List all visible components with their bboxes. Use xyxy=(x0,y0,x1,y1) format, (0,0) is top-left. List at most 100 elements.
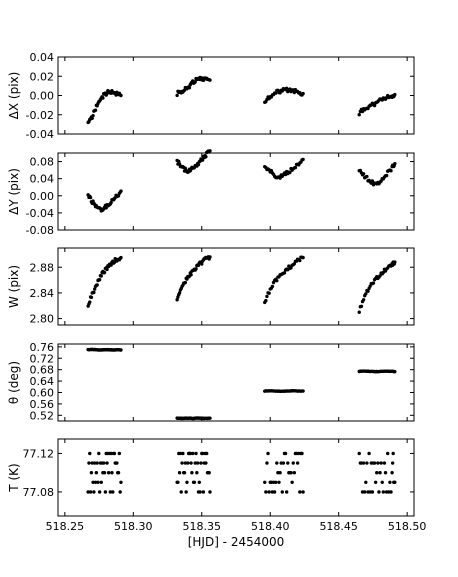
data-point-t xyxy=(275,461,279,465)
data-point-t xyxy=(90,461,94,465)
data-point-t xyxy=(391,451,395,456)
data-point-t xyxy=(284,490,289,494)
data-point-t xyxy=(197,480,201,485)
data-point-t xyxy=(301,490,305,494)
xtick-label: 518.40 xyxy=(251,520,290,533)
data-point-dx xyxy=(175,93,179,98)
data-point-t xyxy=(179,490,183,494)
data-point-t xyxy=(364,480,368,485)
data-point-t xyxy=(97,490,102,494)
data-point-t xyxy=(116,470,121,475)
data-point-t xyxy=(102,461,106,465)
data-point-w xyxy=(183,280,188,285)
data-point-t xyxy=(200,451,205,456)
data-point-t xyxy=(198,490,202,494)
data-point-w xyxy=(93,287,97,291)
data-point-t xyxy=(186,461,190,465)
ytick-label-t: 77.12 xyxy=(23,447,55,460)
data-point-t xyxy=(390,461,395,465)
data-point-w xyxy=(393,260,397,264)
data-point-t xyxy=(95,461,99,465)
data-point-t xyxy=(102,470,107,475)
data-point-dy xyxy=(208,149,212,153)
data-point-w xyxy=(264,298,268,303)
data-point-t xyxy=(378,470,382,475)
data-point-w xyxy=(105,267,109,272)
data-point-t xyxy=(295,461,300,465)
data-point-t xyxy=(300,451,304,456)
data-point-t xyxy=(108,490,113,494)
data-point-w xyxy=(102,270,107,275)
data-point-dx xyxy=(372,103,377,108)
data-point-t xyxy=(286,461,290,465)
ytick-label-theta: 0.56 xyxy=(30,398,55,411)
data-point-t xyxy=(207,470,211,475)
data-point-t xyxy=(281,461,286,465)
ylabel-theta: θ (deg) xyxy=(7,361,21,404)
ytick-label-dx: 0.00 xyxy=(30,90,55,103)
data-point-t xyxy=(280,490,284,494)
data-point-t xyxy=(266,451,270,456)
data-point-w xyxy=(88,300,92,304)
xtick-label: 518.35 xyxy=(183,520,222,533)
data-point-w xyxy=(366,289,370,293)
ylabel-dy: ΔY (pix) xyxy=(7,168,21,215)
data-point-w xyxy=(175,298,179,302)
data-point-theta xyxy=(119,348,123,352)
data-point-t xyxy=(185,480,189,485)
data-point-dy xyxy=(389,169,393,173)
data-point-t xyxy=(180,461,184,465)
data-point-dy xyxy=(200,158,205,162)
data-point-dy xyxy=(88,195,93,200)
data-point-t xyxy=(111,490,115,494)
data-point-w xyxy=(361,298,366,302)
data-point-w xyxy=(119,255,123,260)
data-point-t xyxy=(86,490,90,494)
data-point-t xyxy=(176,480,180,485)
data-point-theta xyxy=(208,416,212,420)
data-point-theta xyxy=(393,369,397,374)
data-point-t xyxy=(382,461,387,465)
data-point-w xyxy=(359,304,364,309)
xlabel: [HJD] - 2454000 xyxy=(188,535,285,549)
data-point-t xyxy=(193,461,197,465)
data-point-t xyxy=(367,451,371,456)
ytick-label-dx: -0.04 xyxy=(26,128,54,141)
data-point-t xyxy=(96,480,100,485)
data-point-w xyxy=(92,290,96,295)
data-point-w xyxy=(267,291,271,295)
data-point-w xyxy=(99,274,103,278)
ytick-label-dy: 0.00 xyxy=(30,190,55,203)
ytick-label-theta: 0.64 xyxy=(30,375,55,388)
data-point-w xyxy=(298,258,302,263)
data-point-t xyxy=(289,470,293,475)
data-point-w xyxy=(194,267,198,271)
ytick-label-w: 2.88 xyxy=(30,261,55,274)
data-point-w xyxy=(364,292,368,296)
data-point-t xyxy=(393,480,397,485)
data-point-t xyxy=(191,451,195,456)
data-point-t xyxy=(357,451,361,456)
ytick-label-dx: 0.02 xyxy=(30,70,55,83)
data-point-dx xyxy=(357,112,361,117)
data-point-dx xyxy=(119,93,123,98)
data-point-dy xyxy=(384,173,389,178)
plot-frame-w xyxy=(57,247,415,326)
ytick-label-dy: -0.08 xyxy=(26,224,54,237)
ytick-label-w: 2.84 xyxy=(30,287,55,300)
data-point-w xyxy=(177,291,182,295)
data-point-dx xyxy=(93,108,98,112)
data-point-dy xyxy=(301,157,305,162)
data-point-t xyxy=(109,451,113,456)
data-point-dy xyxy=(293,165,298,170)
data-point-t xyxy=(263,480,267,485)
data-point-t xyxy=(117,451,122,456)
ytick-label-w: 2.80 xyxy=(30,313,55,326)
data-point-t xyxy=(272,490,277,494)
data-point-t xyxy=(264,490,268,494)
data-point-w xyxy=(189,273,193,277)
data-point-dy xyxy=(288,170,292,175)
data-point-t xyxy=(189,461,193,465)
plot-frame-t xyxy=(57,438,415,517)
